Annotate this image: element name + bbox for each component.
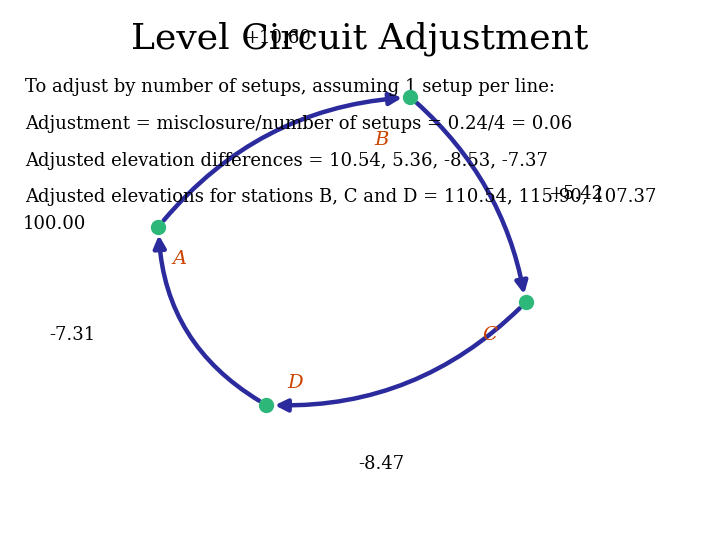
Text: -8.47: -8.47	[359, 455, 405, 474]
Text: A: A	[173, 250, 187, 268]
FancyArrowPatch shape	[163, 94, 397, 220]
Text: 100.00: 100.00	[23, 215, 86, 233]
Text: +5.42: +5.42	[549, 185, 603, 204]
Text: Adjusted elevations for stations B, C and D = 110.54, 115.90, 107.37: Adjusted elevations for stations B, C an…	[25, 188, 657, 206]
FancyArrowPatch shape	[279, 308, 520, 410]
Text: Level Circuit Adjustment: Level Circuit Adjustment	[131, 22, 589, 56]
Text: Adjusted elevation differences = 10.54, 5.36, -8.53, -7.37: Adjusted elevation differences = 10.54, …	[25, 152, 548, 170]
FancyArrowPatch shape	[155, 240, 259, 401]
FancyArrowPatch shape	[417, 103, 526, 289]
Text: C: C	[482, 326, 497, 344]
Text: +10.60: +10.60	[244, 29, 310, 47]
Text: D: D	[287, 374, 303, 393]
Text: Adjustment = misclosure/number of setups = 0.24/4 = 0.06: Adjustment = misclosure/number of setups…	[25, 115, 572, 133]
Text: B: B	[374, 131, 389, 150]
Text: To adjust by number of setups, assuming 1 setup per line:: To adjust by number of setups, assuming …	[25, 78, 555, 96]
Text: -7.31: -7.31	[49, 326, 95, 344]
